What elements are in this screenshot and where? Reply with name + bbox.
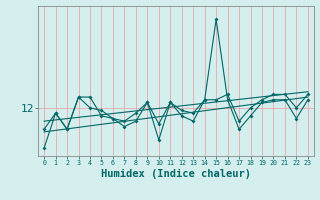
X-axis label: Humidex (Indice chaleur): Humidex (Indice chaleur) bbox=[101, 169, 251, 179]
